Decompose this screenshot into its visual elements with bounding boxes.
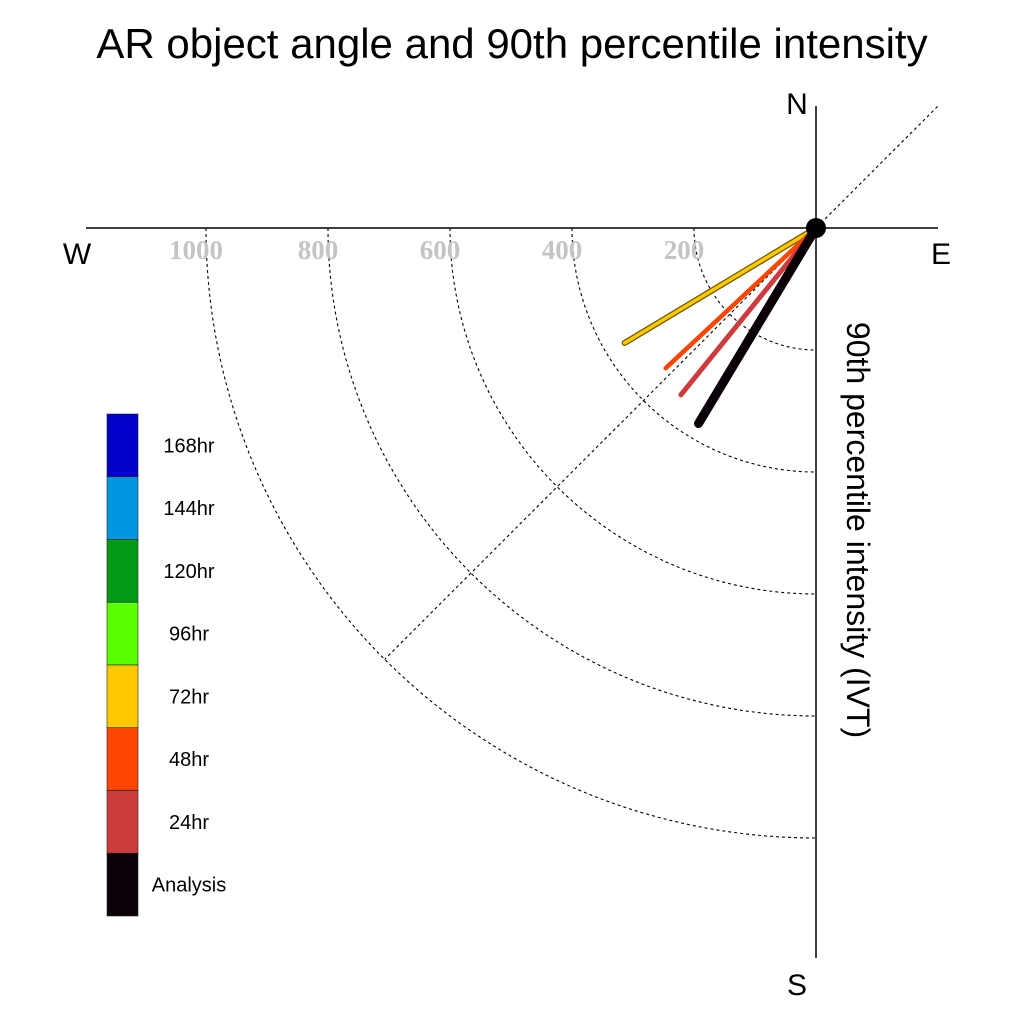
legend-swatch-24hr xyxy=(106,790,139,854)
series-layer xyxy=(621,223,821,429)
legend-label-72hr: 72hr xyxy=(169,686,209,708)
legend-label-168hr: 168hr xyxy=(163,435,214,457)
grid-ring-200 xyxy=(693,227,817,351)
series-vector-48hr xyxy=(663,225,819,371)
legend-swatch-48hr xyxy=(106,727,139,791)
legend-label-analysis: Analysis xyxy=(152,875,226,897)
grid-ring-800 xyxy=(327,227,817,717)
legend-label-120hr: 120hr xyxy=(163,561,214,583)
legend-swatch-72hr xyxy=(106,664,139,729)
origin-marker xyxy=(806,218,826,238)
compass-south: S xyxy=(787,969,807,1002)
radial-tick-label: 200 xyxy=(664,235,705,265)
compass-west: W xyxy=(63,238,92,271)
radial-tick-labels: 1000 800 600 400 200 xyxy=(169,235,704,265)
series-vector-72hr xyxy=(621,225,819,346)
series-vector-analysis xyxy=(693,223,821,429)
grid-diagonal xyxy=(384,105,939,660)
legend-swatch-144hr xyxy=(106,476,139,540)
legend-label-144hr: 144hr xyxy=(163,498,214,520)
legend-label-48hr: 48hr xyxy=(169,749,209,771)
radial-tick-label: 1000 xyxy=(169,235,223,265)
grid-ring-600 xyxy=(449,227,817,595)
legend: 168hr 144hr 120hr 96hr 72hr 48hr 24hr Analysis xyxy=(106,413,226,917)
y-axis-label: 90th percentile intensity (IVT) xyxy=(840,322,876,738)
legend-swatch-96hr xyxy=(106,601,139,666)
chart-title: AR object angle and 90th percentile inte… xyxy=(96,20,927,67)
grid-ring-1000 xyxy=(205,227,817,839)
grid-layer xyxy=(205,105,939,839)
legend-label-96hr: 96hr xyxy=(169,624,209,646)
compass-north: N xyxy=(786,88,808,121)
legend-swatch-analysis xyxy=(106,852,139,917)
legend-swatch-168hr xyxy=(106,413,139,478)
radial-tick-label: 800 xyxy=(298,235,339,265)
legend-swatch-120hr xyxy=(106,539,139,603)
legend-label-24hr: 24hr xyxy=(169,812,209,834)
radial-tick-label: 600 xyxy=(420,235,461,265)
compass-east: E xyxy=(931,238,951,271)
series-vector-24hr xyxy=(678,225,819,398)
radial-tick-label: 400 xyxy=(542,235,583,265)
grid-ring-400 xyxy=(571,227,817,473)
